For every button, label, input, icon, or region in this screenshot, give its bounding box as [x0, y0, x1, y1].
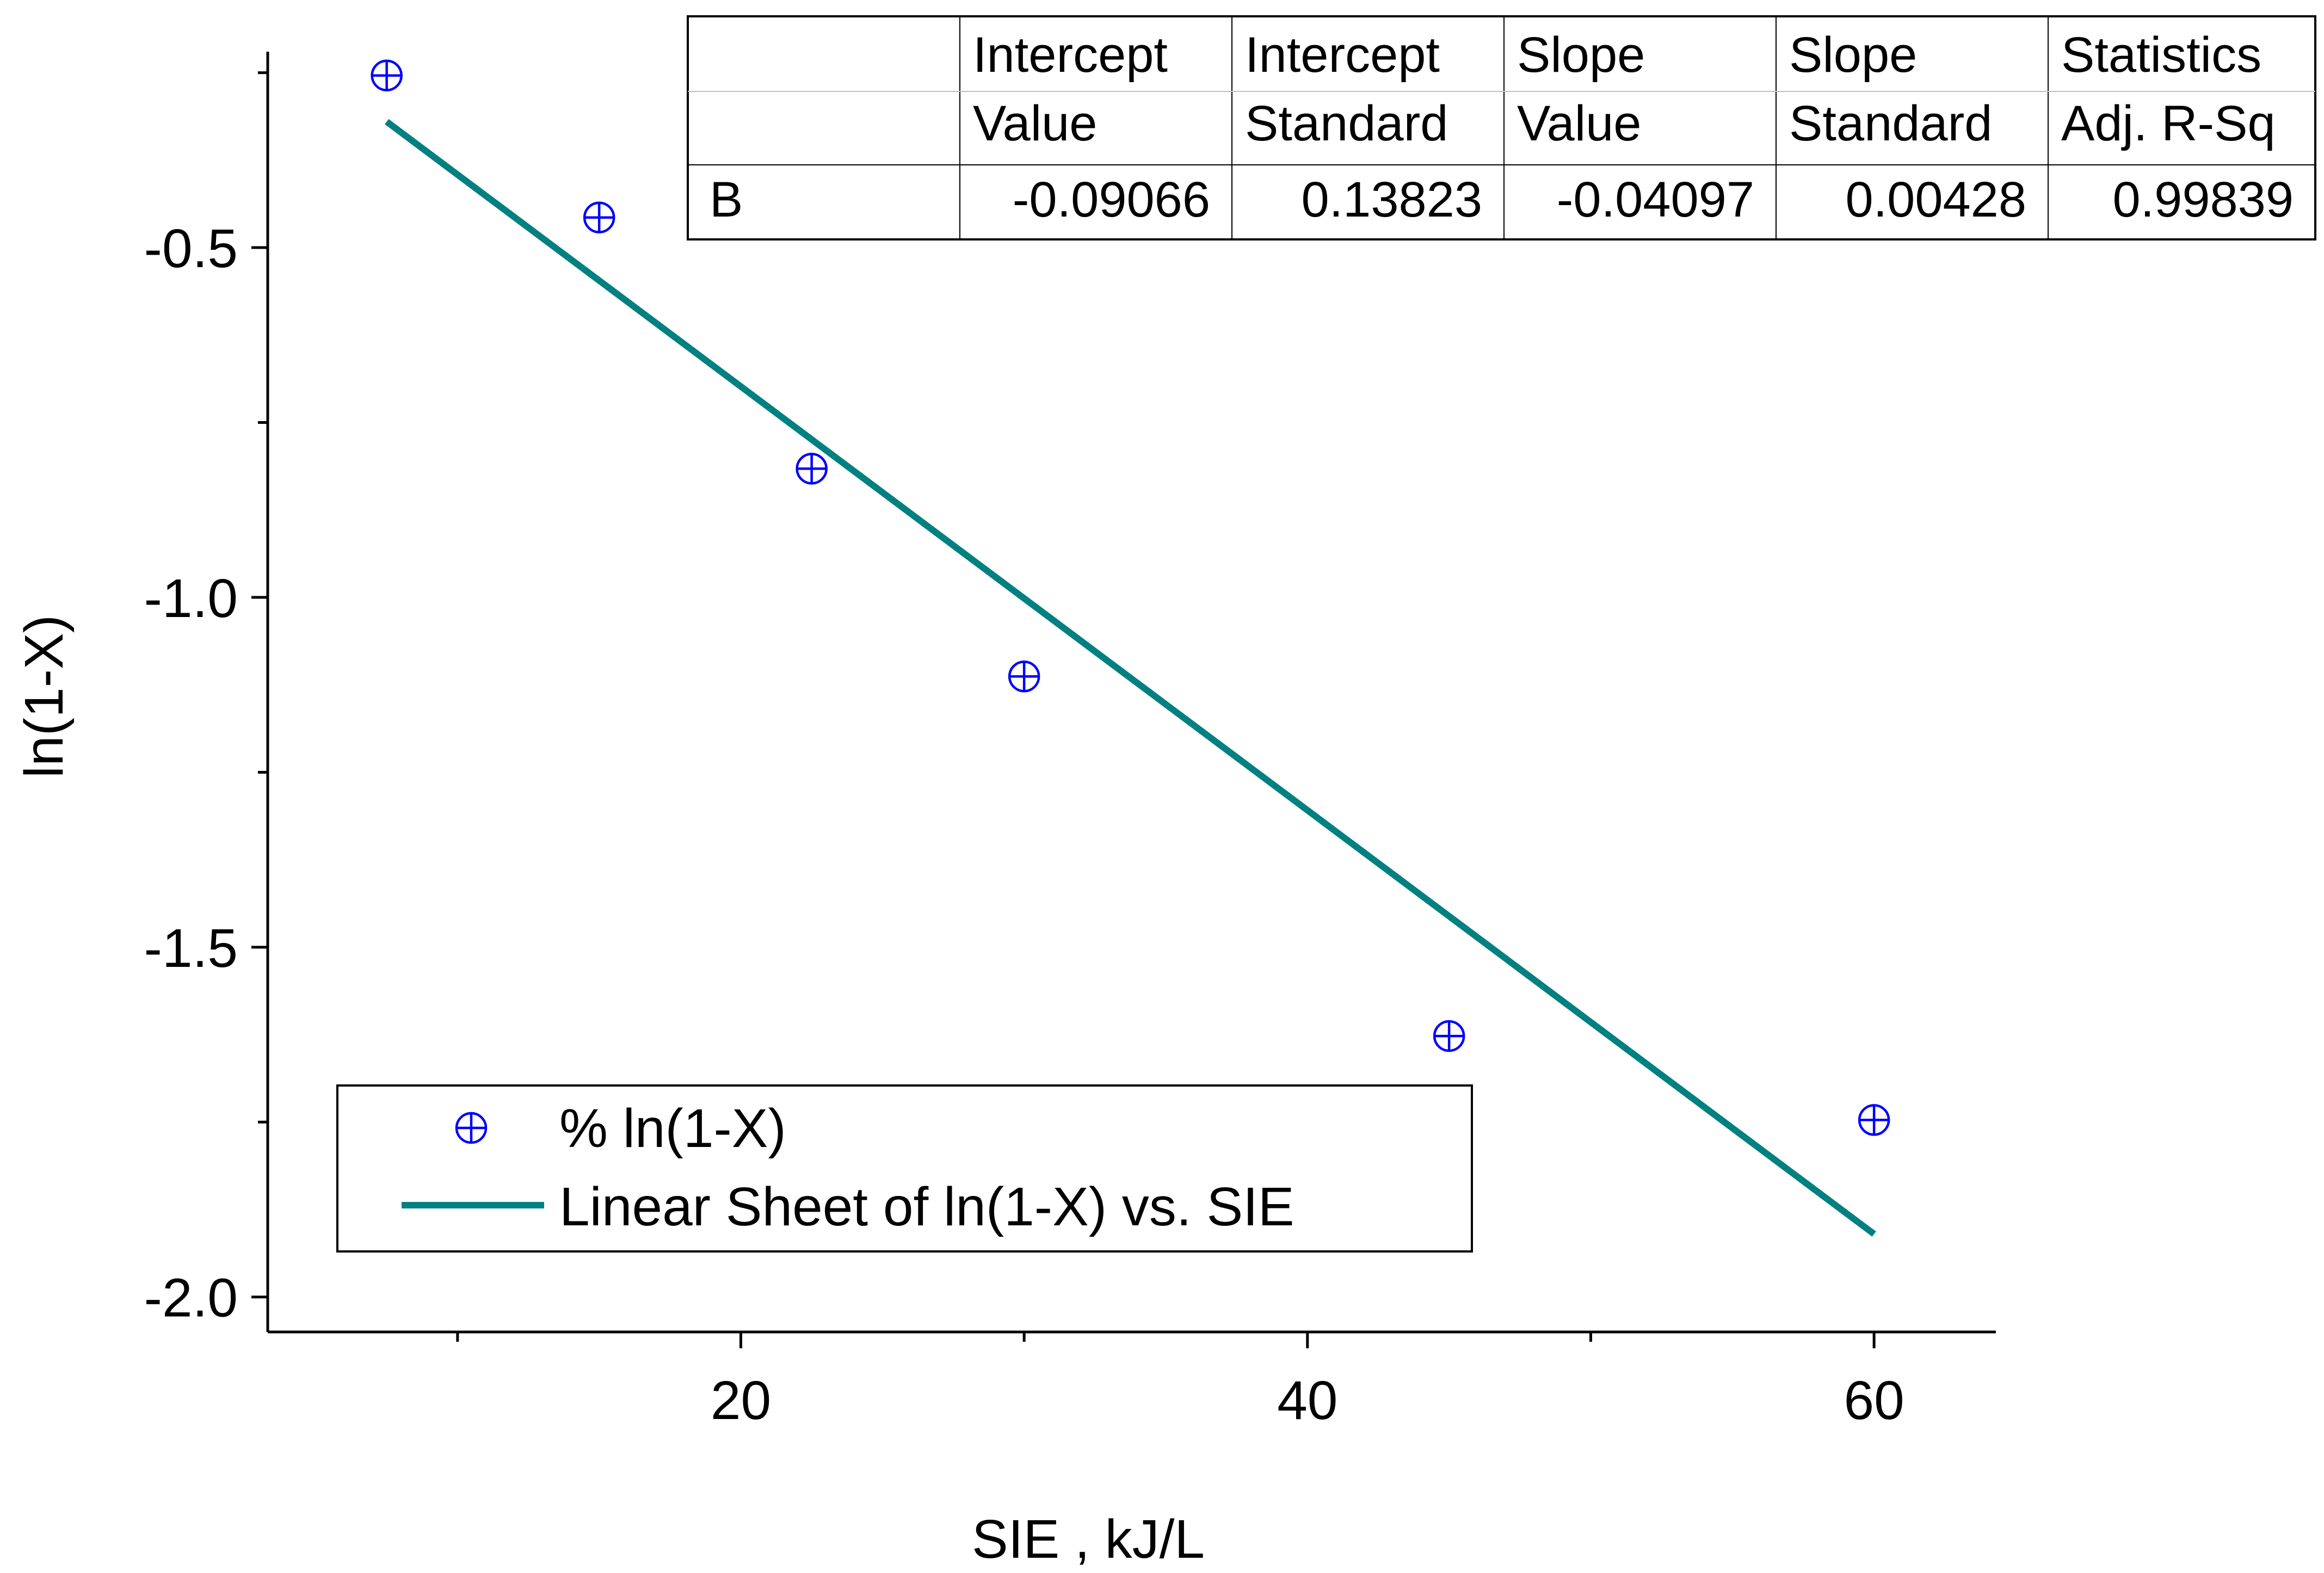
data-point — [1433, 1020, 1465, 1052]
data-point — [583, 201, 615, 233]
table-header-cell: Standard — [1789, 96, 1992, 151]
table-value-cell: 0.13823 — [1301, 172, 1482, 227]
table-header-cell: Slope — [1789, 27, 1917, 83]
table-header-cell: Value — [1517, 96, 1641, 151]
data-point — [796, 453, 828, 485]
fit-table-box — [687, 15, 2316, 240]
legend-label-line: Linear Sheet of ln(1-X) vs. SIE — [559, 1176, 1294, 1237]
legend-marker-scatter — [455, 1112, 488, 1144]
data-point — [1858, 1104, 1890, 1136]
x-axis-title: SIE , kJ/L — [972, 1509, 1205, 1570]
y-tick-label: -1.5 — [144, 918, 238, 979]
y-tick-label: -2.0 — [144, 1268, 238, 1329]
data-point — [371, 59, 403, 91]
table-header-cell: Standard — [1245, 96, 1448, 151]
table-header-cell: Intercept — [973, 27, 1168, 83]
table-header-cell: Intercept — [1245, 27, 1440, 83]
legend-box — [336, 1084, 1473, 1253]
table-row-label: B — [710, 172, 743, 227]
x-tick-label: 40 — [1277, 1370, 1337, 1431]
x-tick-label: 20 — [711, 1370, 771, 1431]
data-point — [1008, 660, 1040, 693]
table-value-cell: 0.99839 — [2112, 172, 2294, 227]
y-tick-label: -0.5 — [144, 218, 238, 279]
y-tick-label: -1.0 — [144, 568, 238, 629]
table-header-cell: Adj. R-Sq — [2061, 96, 2276, 151]
y-axis-title: ln(1-X) — [14, 615, 75, 778]
table-value-cell: -0.09066 — [1013, 172, 1210, 227]
fit-line — [385, 119, 1876, 1237]
table-header-cell: Slope — [1517, 27, 1645, 83]
table-header-cell: Value — [973, 96, 1097, 151]
table-value-cell: -0.04097 — [1557, 172, 1754, 227]
legend-label-scatter: % ln(1-X) — [559, 1098, 786, 1159]
x-tick-label: 60 — [1844, 1370, 1904, 1431]
table-value-cell: 0.00428 — [1845, 172, 2026, 227]
table-header-cell: Statistics — [2061, 27, 2261, 83]
